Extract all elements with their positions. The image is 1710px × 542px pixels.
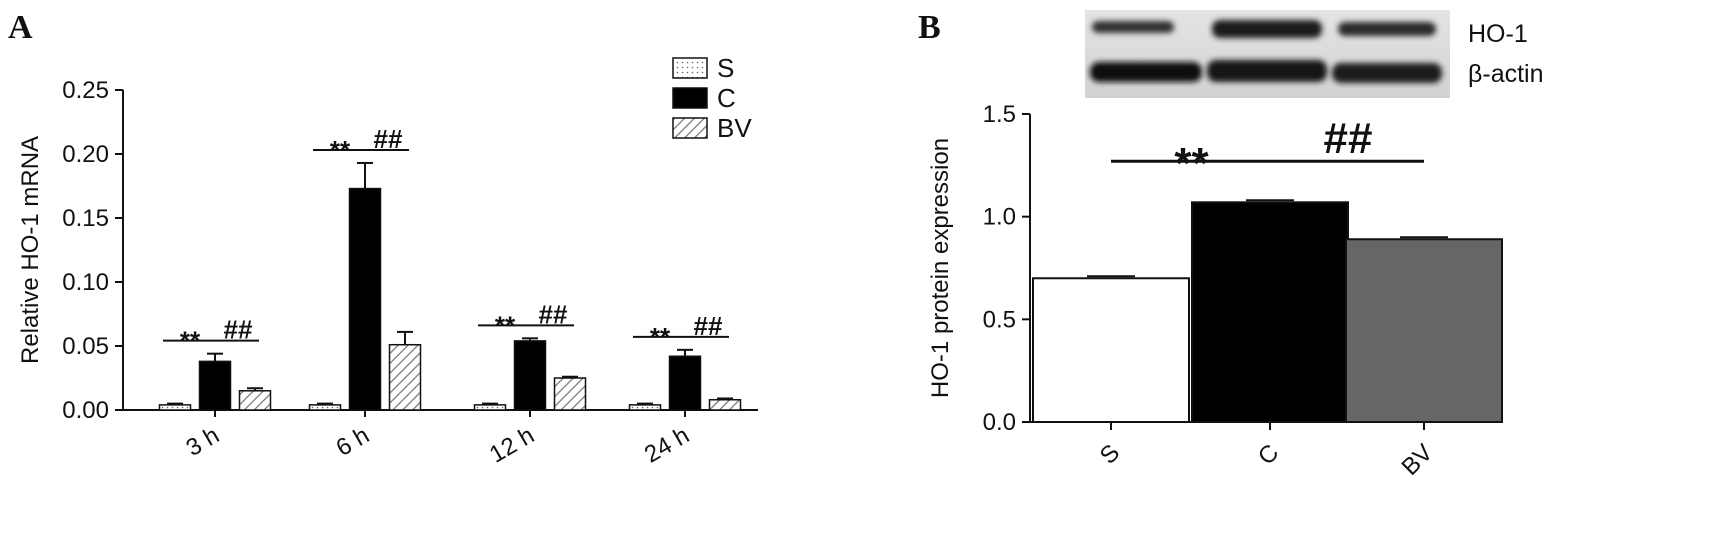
panel-a-x-tick-label: 3 h: [182, 422, 224, 462]
panel-b-bar-s: [1032, 277, 1190, 423]
panel-a-bar-bv-3: [708, 399, 742, 411]
panel-a-sig-label-star: **: [180, 326, 201, 356]
panel-a-y-tick-label: 0.20: [62, 141, 109, 168]
panel-a-x-tick-label: 12 h: [485, 422, 539, 469]
panel-a-legend-swatch-c: [672, 87, 708, 109]
panel-a-bar-c-0: [198, 360, 232, 411]
panel-a-legend-swatch-s: [672, 57, 708, 79]
panel-a-legend-label-c: C: [717, 83, 736, 113]
panel-a-bar-bv-1: [388, 343, 422, 411]
panel-b-bar-bv: [1345, 238, 1503, 423]
panel-b-y-tick-label: 0.0: [983, 409, 1016, 436]
panel-a-sig-label-hash: ##: [694, 311, 723, 341]
panel-b-sig-label-star: **: [1174, 139, 1209, 188]
panel-b-y-tick-label: 0.5: [983, 306, 1016, 333]
panel-a-bar-bv-0: [238, 390, 272, 411]
panel-a-y-tick-label: 0.00: [62, 397, 109, 424]
panel-a-bar-s-2: [473, 404, 507, 411]
panel-a-y-axis-title: Relative HO-1 mRNA: [17, 136, 44, 364]
panel-b-y-axis-title: HO-1 protein expression: [927, 138, 954, 398]
panel-b-chart: 0.0 0.5 1.0 1.5 HO-1 protein expression S C BV *…: [927, 101, 1503, 481]
blot-label-ho1: HO-1: [1468, 20, 1528, 48]
panel-a-x-tick-label: 6 h: [332, 422, 374, 462]
panel-b-y-tick-label: 1.5: [983, 101, 1016, 128]
panel-a-sig-label-hash: ##: [374, 124, 403, 154]
panel-a-legend-label-s: S: [717, 53, 734, 83]
panel-a-legend-label-bv: BV: [717, 113, 752, 143]
panel-a-sig-label-hash: ##: [224, 315, 253, 345]
panel-b-letter: B: [918, 9, 941, 46]
panel-b-bar-c: [1191, 201, 1349, 423]
panel-a-bar-c-3: [668, 355, 702, 411]
panel-a-bar-c-2: [513, 340, 547, 411]
panel-a-chart: 0.00 0.05 0.10 0.15 0.20 0.25 Relative HO-1 mR…: [17, 53, 758, 469]
panel-b-sig-label-hash: ##: [1324, 114, 1373, 163]
western-blot-image: [1085, 10, 1450, 98]
panel-b-x-tick-label: BV: [1397, 439, 1439, 481]
panel-b-x-tick-label: S: [1095, 439, 1125, 469]
panel-a-sig-label-star: **: [495, 310, 516, 340]
panel-a-x-tick-label: 24 h: [640, 422, 694, 469]
panel-a-y-tick-label: 0.15: [62, 205, 109, 232]
panel-a-sig-label-star: **: [650, 322, 671, 352]
panel-a-letter: A: [8, 9, 33, 46]
panel-a-bar-c-1: [348, 187, 382, 411]
panel-a-y-tick-label: 0.05: [62, 333, 109, 360]
panel-b-y-tick-label: 1.0: [983, 204, 1016, 231]
panel-a-bar-s-3: [628, 404, 662, 411]
panel-a-bar-s-0: [158, 404, 192, 411]
panel-a-sig-label-star: **: [330, 135, 351, 165]
panel-a-legend-swatch-bv: [672, 117, 708, 139]
panel-a-bar-s-1: [308, 404, 342, 411]
panel-a-y-tick-label: 0.25: [62, 77, 109, 104]
panel-b-x-tick-label: C: [1253, 439, 1284, 470]
panel-a-y-tick-label: 0.10: [62, 269, 109, 296]
panel-a-bar-bv-2: [553, 377, 587, 411]
panel-a-sig-label-hash: ##: [539, 299, 568, 329]
blot-label-beta-actin: β-actin: [1468, 60, 1544, 88]
